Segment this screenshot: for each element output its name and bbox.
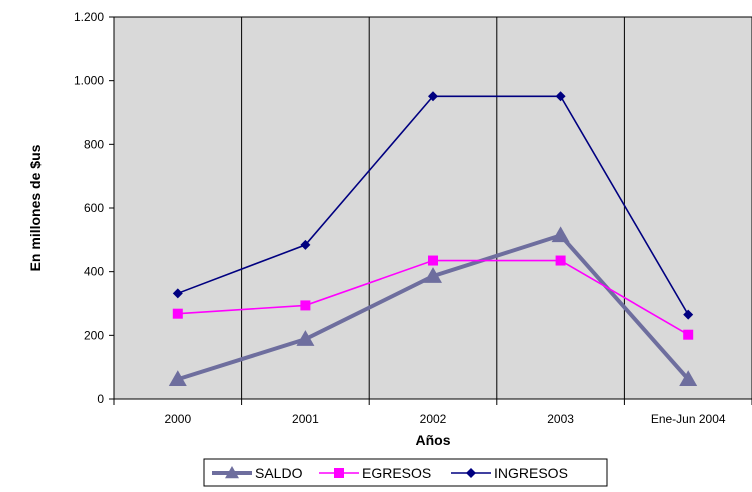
egresos-marker [300,300,311,311]
x-axis: 2000 2001 2002 2003 Ene-Jun 2004 [113,399,752,426]
ingresos-marker [300,239,311,250]
legend-item-ingresos: INGRESOS [451,465,568,481]
saldo-marker [424,267,442,283]
y-tick-label: 600 [84,201,104,215]
saldo-marker [551,226,570,243]
egresos-marker [334,468,344,478]
legend-label: EGRESOS [362,465,431,481]
ingresos-series [172,91,694,320]
ingresos-marker [466,468,476,478]
y-tick-label: 0 [97,392,104,406]
x-tick-label: 2003 [547,412,574,426]
y-tick-label: 400 [84,265,104,279]
saldo-marker [679,370,698,387]
saldo-series [168,226,698,387]
saldo-marker [168,370,187,387]
plot-area [113,16,752,400]
ingresos-marker [172,288,183,299]
x-axis-title: Años [416,432,451,448]
saldo-marker [296,330,315,346]
legend-label: INGRESOS [494,465,568,481]
ingresos-marker [555,91,566,102]
ingresos-marker [683,309,694,320]
egresos-series [172,255,694,340]
egresos-marker [683,329,694,340]
x-tick-label: 2000 [164,412,191,426]
x-tick-label: Ene-Jun 2004 [651,412,726,426]
legend: SALDO EGRESOS INGRESOS [203,458,608,487]
legend-item-egresos: EGRESOS [319,465,431,481]
y-tick-label: 1.000 [74,74,104,88]
series-layer [168,91,698,387]
legend-box [203,458,608,487]
egresos-marker [172,308,183,319]
egresos-marker [555,255,566,266]
legend-item-saldo: SALDO [212,465,303,481]
x-tick-label: 2002 [420,412,447,426]
grid-lines [241,17,625,399]
y-tick-label: 1.200 [74,10,104,24]
x-tick-label: 2001 [292,412,319,426]
ingresos-marker [428,91,438,102]
saldo-marker [225,466,239,479]
y-axis-title: En millones de $us [27,144,43,271]
y-tick-label: 800 [84,137,104,151]
y-tick-label: 200 [84,328,104,342]
legend-label: SALDO [255,465,303,481]
y-axis: 0 200 400 600 800 1.000 1.200 [74,10,114,406]
egresos-marker [428,255,438,266]
